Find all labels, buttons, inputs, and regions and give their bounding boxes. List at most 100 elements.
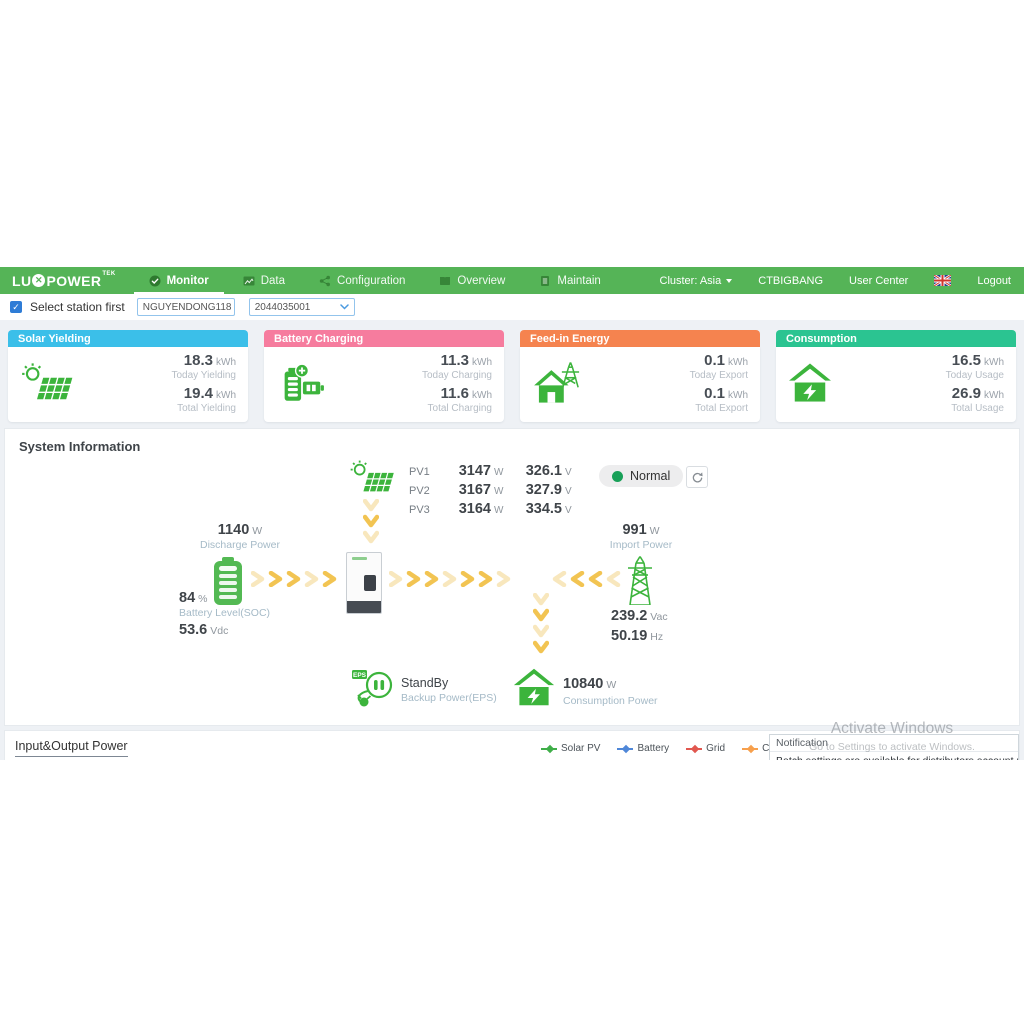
- solar-panel-icon: [20, 360, 74, 409]
- house-bolt-icon: [788, 362, 832, 407]
- flow-battery-to-inverter: [250, 570, 341, 592]
- grid-frequency-value: 50.19: [611, 628, 648, 644]
- active-tab-underline: [133, 292, 224, 294]
- unit: kWh: [984, 357, 1004, 368]
- status-dot-icon: [612, 470, 623, 482]
- status-badge: Normal: [599, 465, 684, 487]
- nav-tabs: Monitor Data Configuration Overview Main…: [132, 267, 618, 294]
- legend-marker-icon: [541, 744, 557, 753]
- pv-power: 3147: [458, 463, 491, 479]
- legend-marker-icon: [742, 744, 759, 753]
- grid-voltage-unit: Vac: [650, 611, 668, 623]
- luxpower-logo[interactable]: LU ✕ POWER TEK: [0, 267, 126, 294]
- station-select-value: NGUYENDONG118: [142, 301, 232, 313]
- inverter-screen: [364, 575, 376, 591]
- overview-book-icon: [440, 276, 451, 285]
- eps-status: StandBy: [401, 676, 449, 690]
- discharge-power-block: 1140 W Discharge Power: [155, 521, 325, 551]
- inverter-logo: [352, 557, 367, 560]
- value-line: 26.9 kWh: [946, 385, 1004, 403]
- input-output-power-panel: Input&Output Power Solar PV Battery Grid…: [4, 730, 1020, 760]
- unit: kWh: [472, 390, 492, 401]
- battery-icon: [211, 557, 245, 610]
- tab-overview-label: Overview: [457, 274, 506, 287]
- username[interactable]: CTBIGBANG: [745, 275, 836, 287]
- pv-voltage-unit: V: [565, 467, 572, 478]
- battery-charging-icon: [276, 361, 328, 408]
- chevron-down-icon: [339, 304, 349, 310]
- pv-name: PV1: [409, 466, 430, 478]
- value-line: 11.3 kWh: [422, 352, 492, 370]
- value-line: 0.1 kWh: [690, 385, 748, 403]
- tab-monitor[interactable]: Monitor: [132, 267, 226, 294]
- value-line: 19.4 kWh: [172, 385, 236, 403]
- select-station-label: Select station first: [30, 300, 125, 314]
- value-label: Today Export: [689, 370, 748, 381]
- refresh-button[interactable]: [686, 466, 708, 488]
- top-navbar: LU ✕ POWER TEK Monitor Data Configuratio…: [0, 267, 1024, 294]
- tab-maintain[interactable]: Maintain: [522, 267, 617, 294]
- import-value: 991: [622, 522, 647, 538]
- soc-label: Battery Level(SOC): [179, 607, 271, 619]
- unit: kWh: [216, 357, 236, 368]
- monitor-check-icon: [149, 275, 161, 286]
- device-select[interactable]: 2044035001: [248, 298, 355, 316]
- logo-text-suffix: POWER: [46, 272, 102, 289]
- consumption-value: 10840: [563, 676, 604, 692]
- language-flag[interactable]: [921, 275, 964, 286]
- legend-solar-pv[interactable]: Solar PV: [541, 743, 600, 754]
- pv-power-unit: W: [494, 505, 504, 516]
- value-label: Total Yielding: [177, 403, 236, 414]
- notification-title: Notification: [770, 735, 1018, 752]
- select-station-checkbox[interactable]: ✓: [10, 301, 22, 313]
- logout-label: Logout: [977, 274, 1011, 287]
- card-values: 16.5 kWh Today Usage 26.9 kWh Total Usage: [946, 352, 1004, 418]
- discharge-unit: W: [252, 525, 263, 537]
- legend-grid[interactable]: Grid: [686, 743, 725, 754]
- app-window: LU ✕ POWER TEK Monitor Data Configuratio…: [0, 267, 1024, 760]
- caret-down-icon: [726, 278, 733, 283]
- value: 19.4: [183, 385, 213, 402]
- value-label: Today Usage: [945, 370, 1004, 381]
- pv-array-icon: [349, 457, 395, 502]
- logout-link[interactable]: Logout: [964, 275, 1024, 287]
- unit: kWh: [984, 390, 1004, 401]
- tab-data-label: Data: [260, 274, 286, 287]
- value: 11.3: [440, 352, 469, 369]
- card-values: 0.1 kWh Today Export 0.1 kWh Total Export: [690, 352, 748, 418]
- card-battery-charging: Battery Charging 11.3 kWh Today Charging …: [264, 330, 504, 422]
- user-center-link[interactable]: User Center: [836, 275, 921, 287]
- card-body: 16.5 kWh Today Usage 26.9 kWh Total Usage: [776, 347, 1016, 422]
- device-select-value: 2044035001: [254, 301, 311, 313]
- pv-power-unit: W: [494, 486, 504, 497]
- station-select[interactable]: NGUYENDONG118: [136, 298, 235, 316]
- data-chart-icon: [243, 276, 255, 285]
- value-label: Total Charging: [427, 403, 492, 414]
- soc-unit: %: [198, 593, 208, 605]
- value: 11.6: [440, 385, 469, 402]
- tab-overview[interactable]: Overview: [422, 267, 522, 294]
- tab-data[interactable]: Data: [226, 267, 302, 294]
- value-label: Today Charging: [421, 370, 492, 381]
- cluster-dropdown[interactable]: Cluster: Asia: [647, 275, 746, 287]
- system-information-panel: System Information PV1 3147 W 326.1 V PV…: [4, 428, 1020, 726]
- legend-battery[interactable]: Battery: [617, 743, 669, 754]
- flow-grid-to-load: [551, 570, 621, 592]
- tab-configuration[interactable]: Configuration: [302, 267, 422, 294]
- value: 0.1: [704, 352, 725, 369]
- uk-flag-icon: [934, 275, 952, 286]
- username-label: CTBIGBANG: [758, 274, 824, 287]
- discharge-label: Discharge Power: [200, 539, 280, 551]
- battery-voltage-value: 53.6: [179, 622, 208, 638]
- eps-plug-icon: EPS: [351, 669, 395, 712]
- eps-label: Backup Power(EPS): [401, 692, 497, 704]
- consumption-house-icon: [513, 667, 555, 712]
- consumption-unit: W: [606, 679, 617, 691]
- pv-voltage: 327.9: [525, 482, 562, 498]
- pv-name: PV3: [409, 504, 430, 516]
- legend-marker-icon: [617, 744, 634, 753]
- unit: kWh: [472, 357, 492, 368]
- value-label: Total Export: [695, 403, 748, 414]
- consumption-label: Consumption Power: [563, 695, 658, 707]
- configuration-icon: [319, 275, 331, 286]
